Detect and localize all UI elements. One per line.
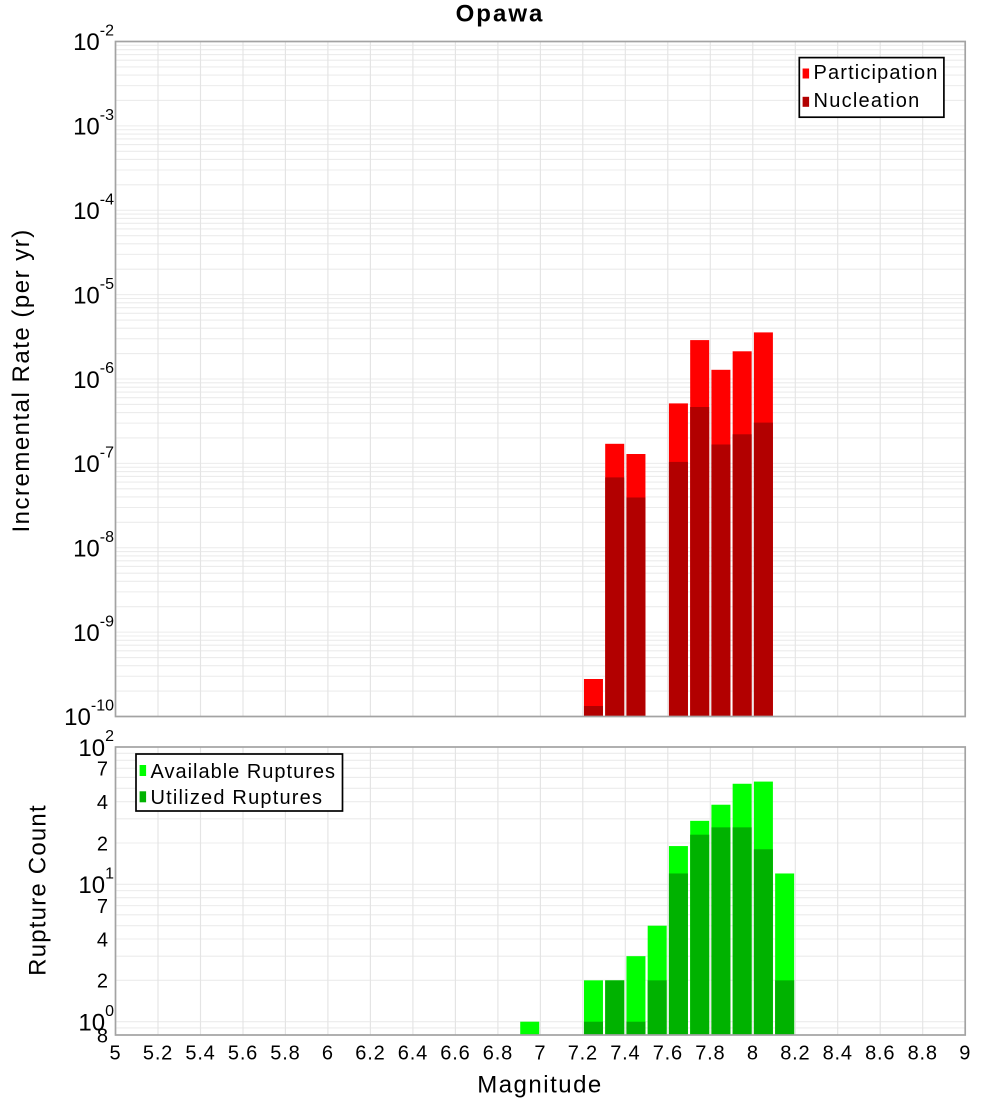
svg-text:Opawa: Opawa [456,1,545,28]
svg-text:10-8: 10-8 [73,529,114,563]
svg-text:Nucleation: Nucleation [814,90,921,112]
svg-text:7.6: 7.6 [653,1043,683,1065]
svg-text:8.2: 8.2 [780,1043,810,1065]
svg-text:8: 8 [747,1043,759,1065]
svg-text:7: 7 [97,759,108,781]
svg-text:7.2: 7.2 [568,1043,598,1065]
svg-text:Participation: Participation [814,62,939,84]
svg-text:10-6: 10-6 [73,360,114,394]
svg-text:5.6: 5.6 [228,1043,258,1065]
svg-text:4: 4 [97,929,108,951]
svg-text:2: 2 [97,833,108,855]
svg-text:8.4: 8.4 [823,1043,853,1065]
svg-text:Incremental Rate (per yr): Incremental Rate (per yr) [8,228,35,532]
svg-text:7.8: 7.8 [695,1043,725,1065]
svg-text:10-7: 10-7 [73,445,114,479]
svg-text:8.8: 8.8 [908,1043,938,1065]
svg-text:5: 5 [110,1043,122,1065]
svg-text:9: 9 [959,1043,971,1065]
svg-text:5.4: 5.4 [185,1043,215,1065]
svg-text:10-9: 10-9 [73,613,114,647]
svg-text:6.8: 6.8 [483,1043,513,1065]
svg-text:7: 7 [534,1043,546,1065]
svg-text:8: 8 [97,1025,108,1047]
svg-text:10-3: 10-3 [73,107,114,141]
svg-text:10-4: 10-4 [73,191,114,225]
svg-text:100: 100 [78,1003,114,1037]
svg-text:10-5: 10-5 [73,276,114,310]
svg-text:Magnitude: Magnitude [477,1072,603,1099]
svg-text:6.4: 6.4 [398,1043,428,1065]
svg-text:8.6: 8.6 [865,1043,895,1065]
svg-text:Available Ruptures: Available Ruptures [151,761,337,783]
svg-text:6.6: 6.6 [440,1043,470,1065]
svg-text:101: 101 [78,866,114,900]
svg-text:Utilized Ruptures: Utilized Ruptures [151,787,324,809]
svg-text:6: 6 [322,1043,334,1065]
svg-text:5.2: 5.2 [143,1043,173,1065]
svg-text:10-10: 10-10 [64,698,114,732]
svg-text:102: 102 [78,728,114,762]
svg-text:Rupture Count: Rupture Count [25,804,52,976]
svg-text:7.4: 7.4 [610,1043,640,1065]
svg-text:6.2: 6.2 [355,1043,385,1065]
svg-text:2: 2 [97,971,108,993]
svg-text:5.8: 5.8 [270,1043,300,1065]
svg-text:4: 4 [97,792,108,814]
svg-text:10-2: 10-2 [73,23,114,57]
svg-text:7: 7 [97,896,108,918]
